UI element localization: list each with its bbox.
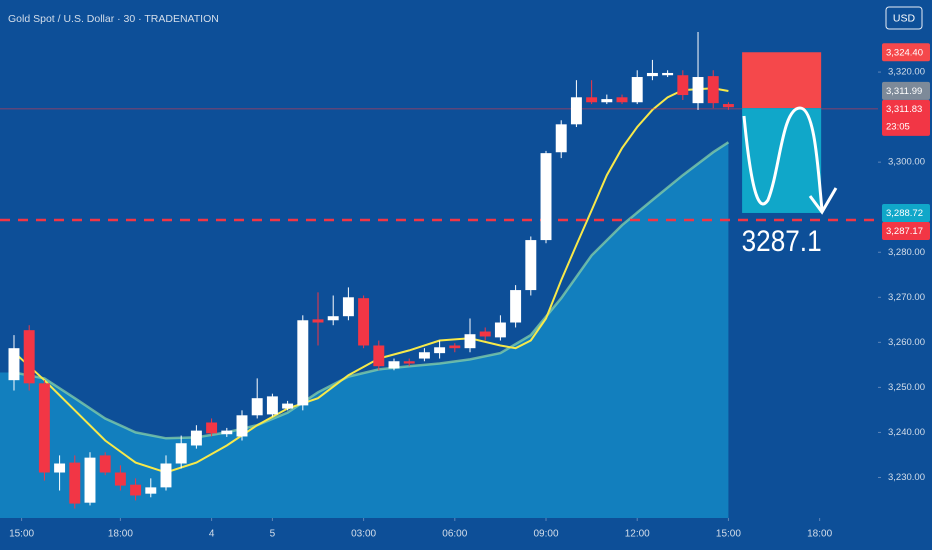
candle-body xyxy=(84,457,96,503)
candle-body xyxy=(403,361,415,364)
y-tick-label: 3,240.00 xyxy=(888,427,925,438)
candle-body xyxy=(23,330,35,384)
price-label-box xyxy=(882,43,930,62)
candle-body xyxy=(707,76,719,104)
candle-body xyxy=(616,97,628,103)
x-tick-label: 4 xyxy=(209,529,215,540)
candle-body xyxy=(677,75,689,96)
stop-zone xyxy=(742,52,822,109)
x-tick-label: 18:00 xyxy=(807,529,832,540)
y-tick-label: 3,250.00 xyxy=(888,382,925,393)
candle-body xyxy=(631,77,643,103)
candle-body xyxy=(54,463,66,473)
time-axis xyxy=(0,518,878,550)
x-tick-label: 06:00 xyxy=(442,529,467,540)
candle-body xyxy=(646,72,658,77)
arrow-head xyxy=(808,187,838,215)
candle-body xyxy=(388,361,400,369)
candle-body xyxy=(662,72,674,76)
candle-body xyxy=(479,331,491,337)
candle-body xyxy=(312,319,324,323)
y-tick-label: 3,280.00 xyxy=(888,247,925,258)
x-tick-label: 18:00 xyxy=(108,529,133,540)
candle-body xyxy=(221,430,233,435)
y-tick-label: 3,260.00 xyxy=(888,337,925,348)
x-tick-label: 5 xyxy=(270,529,276,540)
currency-label[interactable]: USD xyxy=(893,12,916,24)
y-tick-label: 3,320.00 xyxy=(888,67,925,78)
candle-body xyxy=(282,403,294,409)
price-label-box xyxy=(882,81,930,100)
candle-body xyxy=(692,77,704,104)
area xyxy=(0,142,729,519)
price-label-box xyxy=(882,203,930,222)
candle-body xyxy=(449,345,461,349)
candle-body xyxy=(494,322,506,338)
y-tick-label: 3,300.00 xyxy=(888,157,925,168)
candle-body xyxy=(160,463,172,488)
candle-body xyxy=(114,472,126,486)
plot-area xyxy=(0,31,878,519)
candle-body xyxy=(251,398,263,416)
x-tick-label: 15:00 xyxy=(9,529,34,540)
target-annotation: 3287.1 xyxy=(742,225,822,258)
candle-body xyxy=(586,97,598,103)
countdown: 23:05 xyxy=(886,121,910,132)
price-label: 3,287.17 xyxy=(886,226,923,237)
candle-body xyxy=(373,345,385,367)
chart-title: Gold Spot / U.S. Dollar · 30 · TRADENATI… xyxy=(8,13,219,25)
x-tick-label: 03:00 xyxy=(351,529,376,540)
x-tick-label: 15:00 xyxy=(716,529,741,540)
candle-body xyxy=(540,153,552,241)
candle-body xyxy=(570,97,582,125)
candle-body xyxy=(418,352,430,359)
candle-body xyxy=(510,290,522,323)
candle-body xyxy=(434,347,446,354)
candle-body xyxy=(342,297,354,317)
candle-body xyxy=(38,383,50,473)
currency-button[interactable] xyxy=(885,6,923,30)
candle-body xyxy=(130,484,142,496)
candle-body xyxy=(206,422,218,434)
candle-body xyxy=(69,462,81,504)
candle-body xyxy=(190,430,202,446)
x-tick-label: 09:00 xyxy=(533,529,558,540)
price-label-box xyxy=(882,99,930,136)
y-tick-label: 3,230.00 xyxy=(888,472,925,483)
candle-body xyxy=(99,455,111,473)
candle-body xyxy=(358,298,370,346)
candle-body xyxy=(327,316,339,321)
candle-body xyxy=(236,415,248,437)
y-tick-label: 3,270.00 xyxy=(888,292,925,303)
candle-body xyxy=(464,334,476,349)
candle-body xyxy=(555,124,567,153)
candle-body xyxy=(525,240,537,291)
candle-body xyxy=(8,348,20,381)
price-label: 3,324.40 xyxy=(886,47,923,58)
drawn-arrow xyxy=(742,106,824,211)
price-label-box xyxy=(882,221,930,240)
x-tick-label: 12:00 xyxy=(625,529,650,540)
candle-body xyxy=(297,320,309,406)
candle-body xyxy=(175,443,187,464)
candle-body xyxy=(722,104,734,108)
candle-body xyxy=(145,487,157,494)
price-label: 3,311.99 xyxy=(886,86,922,97)
candle-body xyxy=(601,99,613,103)
price-label: 3,288.72 xyxy=(886,208,923,219)
candle-body xyxy=(266,396,278,415)
price-label: 3,311.83 xyxy=(886,104,922,115)
